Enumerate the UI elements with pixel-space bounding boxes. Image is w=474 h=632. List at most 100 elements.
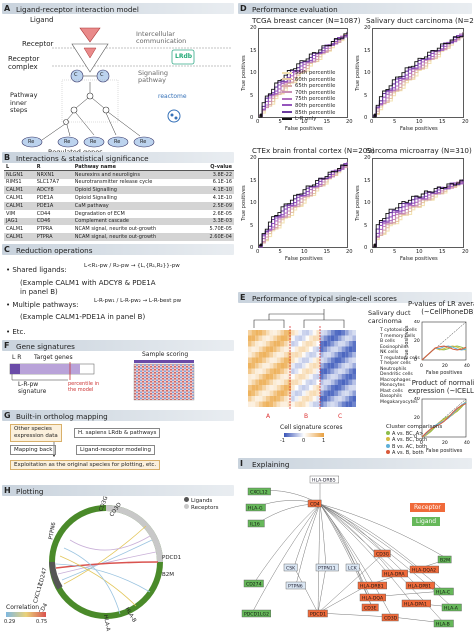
network-node: B2M (437, 555, 452, 563)
bullet-etc: • Etc. (6, 328, 26, 336)
plot-title: TCGA breast cancer (N=1087) (252, 16, 361, 25)
panel-g-header: G Built-in ortholog mapping (2, 410, 234, 421)
reactome-label: reactome (158, 93, 187, 100)
heatmap-cell (312, 379, 317, 385)
heatmap-cell (338, 330, 342, 336)
svg-text:CD3E: CD3E (364, 605, 377, 611)
heatmap-cell (284, 346, 288, 352)
salivary-label: Salivary duct carcinoma (368, 309, 411, 325)
percentile-legend: 55th percentile 60th percentile 65th perce… (282, 70, 335, 123)
cell: CALM1 (6, 226, 24, 233)
heatmap-cell (291, 363, 295, 369)
heatmap-cell (269, 363, 274, 369)
legend-item: 65th percentile (282, 83, 335, 90)
panel-c-header: C Reduction operations (2, 244, 234, 255)
heatmap-cell (298, 346, 302, 352)
cell: JAG1 (4, 217, 35, 226)
heatmap-cell (258, 335, 263, 341)
legend-receptors-text: Receptors (191, 505, 219, 511)
network-node: PDCD1 (307, 609, 328, 617)
legend-dot (386, 437, 390, 442)
heatmap-cell (309, 341, 313, 347)
heatmap-cell (320, 385, 324, 391)
comparison-curve (421, 345, 467, 361)
cluster-legend-item: B vs. AC, both (386, 443, 427, 450)
y-tick: 5 (250, 222, 254, 229)
cell: 3.3E-03 (195, 217, 234, 226)
network-node: HLA-DPA1 (401, 599, 431, 607)
heatmap-cell (334, 379, 338, 385)
panel-d-letter: D (240, 4, 247, 13)
svg-text:PTPN11: PTPN11 (318, 565, 336, 571)
heatmap-cell (251, 385, 256, 391)
svg-text:HLA-B: HLA-B (436, 621, 450, 627)
network-edge (319, 503, 449, 560)
heatmap-cell (287, 379, 292, 385)
roc-plot (258, 158, 348, 248)
heatmap-cell (291, 357, 295, 363)
svg-text:CSK: CSK (286, 565, 296, 571)
legend-swatch (282, 97, 292, 100)
heatmap-cell (352, 341, 356, 347)
chord-legend: Ligands Receptors (184, 497, 219, 511)
cell: CALM1 (6, 195, 24, 202)
heatmap-cell (258, 379, 263, 385)
heatmap-cell (251, 357, 256, 363)
x-tick: 5 (278, 119, 282, 125)
heatmap-cell (248, 401, 252, 407)
heatmap-cell (291, 374, 295, 380)
heatmap-cell (251, 401, 256, 407)
heatmap-cell (316, 357, 320, 363)
cell-type-label: Megakaryocytes (380, 399, 418, 405)
heatmap-cell (291, 368, 295, 374)
heatmap-cell (341, 346, 346, 352)
heatmap-cell (284, 374, 288, 380)
heatmap-cell (262, 401, 266, 407)
heatmap-cell (348, 390, 353, 396)
network-node: IL16 (247, 519, 265, 527)
heatmap-cell (352, 379, 356, 385)
panel-i-header: I Explaining (238, 458, 472, 469)
cell: 6.1E-16 (212, 179, 232, 186)
heatmap-cell (302, 368, 306, 374)
heatmap-cell (320, 401, 324, 407)
svg-text:HLA-DRB5: HLA-DRB5 (312, 477, 336, 483)
network-edge (319, 503, 393, 618)
heatmap-cell (280, 385, 284, 391)
heatmap-cell (323, 374, 328, 380)
y-tick: 0 (414, 434, 417, 440)
cell: 2.5E-09 (195, 201, 234, 210)
legend-text: L-R only (295, 116, 317, 123)
heatmap-cell (255, 379, 259, 385)
heatmap-cell (262, 352, 266, 358)
heatmap-cell (262, 396, 266, 402)
heatmap-cell (352, 374, 356, 380)
comparison-curve (421, 401, 467, 438)
heatmap-cell (287, 363, 292, 369)
corr-min: 0.29 (4, 619, 16, 625)
lrdb-pathways-box: H. sapiens LRdb & pathways (74, 428, 161, 438)
heatmap-cell (280, 357, 284, 363)
network-edge (293, 566, 319, 614)
heatmap-cell (287, 357, 292, 363)
heatmap-cell (302, 396, 306, 402)
heatmap-cell (262, 385, 266, 391)
y-tick: 20 (250, 155, 257, 161)
heatmap-cell (305, 374, 310, 380)
heatmap-cell (334, 390, 338, 396)
heatmap-cell (309, 363, 313, 369)
cell-type-label: Basophils (380, 394, 402, 399)
heatmap-cell (320, 330, 324, 336)
heatmap-cell (345, 357, 349, 363)
network-edge (319, 503, 421, 570)
heatmap-cell (298, 379, 302, 385)
heatmap-cell (255, 346, 259, 352)
heatmap-cell (341, 379, 346, 385)
svg-text:HLA-DPB1: HLA-DPB1 (408, 583, 431, 589)
heatmap-cell (338, 374, 342, 380)
x-axis-label: False positives (400, 126, 438, 132)
svg-text:HLA-DPA1: HLA-DPA1 (404, 601, 427, 607)
panel-c-title: Reduction operations (16, 245, 93, 255)
heatmap-cell (352, 352, 356, 358)
heatmap-cell (251, 368, 256, 374)
